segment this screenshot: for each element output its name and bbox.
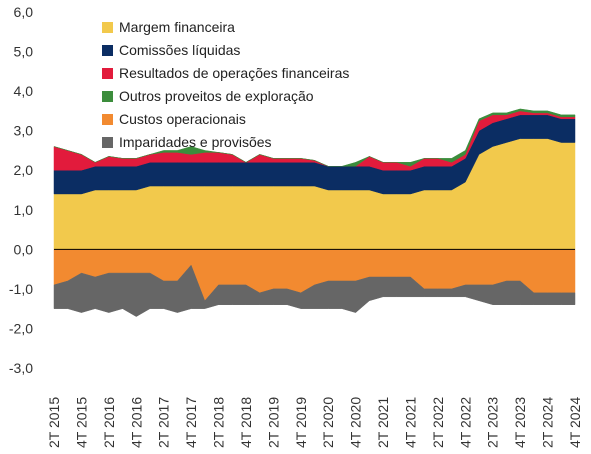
legend-label-comissoes-liquidas: Comissões líquidas	[119, 42, 240, 58]
x-tick-label: 2T 2018	[211, 397, 227, 448]
y-tick-label: -1,0	[9, 281, 33, 297]
x-tick-label: 2T 2024	[540, 397, 556, 448]
legend-label-resultados-de-operacoes-financeiras: Resultados de operações financeiras	[119, 65, 349, 81]
legend-label-outros-proveitos-de-exploracao: Outros proveitos de exploração	[119, 88, 314, 104]
y-tick-label: 1,0	[14, 202, 34, 218]
area-margem-financeira	[53, 138, 576, 250]
y-tick-label: 4,0	[14, 83, 34, 99]
x-tick-label: 2T 2021	[375, 397, 391, 448]
legend-swatch-comissoes-liquidas	[102, 45, 113, 56]
y-axis-ticks: 6,0 5,0 4,0 3,0 2,0 1,0 0,0 -1,0 -2,0 -3,0	[9, 4, 33, 376]
legend-swatch-margem-financeira	[102, 22, 113, 33]
y-tick-label: 6,0	[14, 4, 34, 20]
x-tick-label: 4T 2022	[457, 397, 473, 448]
legend-swatch-imparidades-e-provisoes	[102, 137, 113, 148]
x-tick-label: 2T 2015	[46, 397, 62, 448]
x-tick-label: 2T 2016	[101, 397, 117, 448]
y-tick-label: 2,0	[14, 162, 34, 178]
legend-label-imparidades-e-provisoes: Imparidades e provisões	[119, 134, 272, 150]
area-series-group	[53, 108, 576, 317]
x-tick-label: 4T 2021	[402, 397, 418, 448]
x-axis-ticks: 2T 2015 4T 2015 2T 2016 4T 2016 2T 2017 4T 20…	[46, 397, 583, 448]
x-tick-label: 4T 2020	[348, 397, 364, 448]
y-tick-label: 0,0	[14, 241, 34, 257]
x-tick-label: 4T 2017	[183, 397, 199, 448]
y-tick-label: -2,0	[9, 320, 33, 336]
x-tick-label: 2T 2022	[430, 397, 446, 448]
y-tick-label: -3,0	[9, 360, 33, 376]
x-tick-label: 2T 2019	[265, 397, 281, 448]
area-outros-proveitos-de-exploracao	[53, 108, 576, 167]
legend: Margem financeira Comissões líquidas Resul…	[102, 19, 349, 150]
area-imparidades-e-provisoes	[53, 264, 576, 317]
x-tick-label: 2T 2017	[156, 397, 172, 448]
x-tick-label: 4T 2016	[128, 397, 144, 448]
y-tick-label: 5,0	[14, 44, 34, 60]
x-tick-label: 2T 2020	[320, 397, 336, 448]
x-tick-label: 2T 2023	[485, 397, 501, 448]
y-tick-label: 3,0	[14, 123, 34, 139]
x-tick-label: 4T 2023	[512, 397, 528, 448]
legend-label-margem-financeira: Margem financeira	[119, 19, 235, 35]
x-tick-label: 4T 2024	[567, 397, 583, 448]
legend-swatch-resultados-de-operacoes-financeiras	[102, 68, 113, 79]
legend-swatch-custos-operacionais	[102, 114, 113, 125]
legend-swatch-outros-proveitos-de-exploracao	[102, 91, 113, 102]
x-tick-label: 4T 2018	[238, 397, 254, 448]
x-tick-label: 4T 2019	[293, 397, 309, 448]
legend-label-custos-operacionais: Custos operacionais	[119, 111, 246, 127]
x-tick-label: 4T 2015	[73, 397, 89, 448]
